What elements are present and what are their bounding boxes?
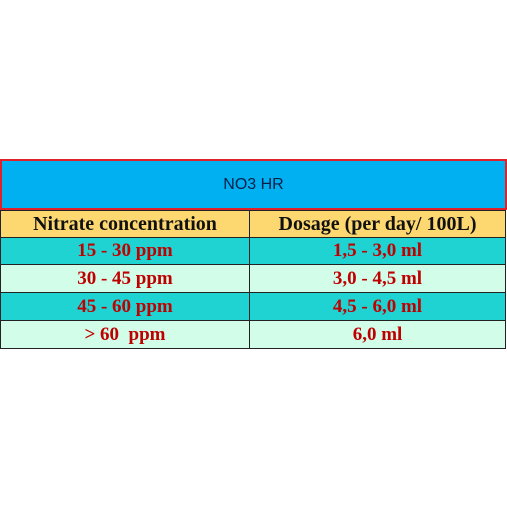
table-cell: 30 - 45 ppm [0,264,250,293]
table-cell: 3,0 - 4,5 ml [249,264,506,293]
table-title: NO3 HR [0,159,507,210]
table-cell: 6,0 ml [249,320,506,349]
table-cell: 1,5 - 3,0 ml [249,237,506,265]
table-cell: 45 - 60 ppm [0,292,250,321]
table-cell: 4,5 - 6,0 ml [249,292,506,321]
header-cell: Nitrate concentration [0,210,250,238]
table-cell: > 60 ppm [0,320,250,349]
table-cell: 15 - 30 ppm [0,237,250,265]
header-cell: Dosage (per day/ 100L) [249,210,506,238]
